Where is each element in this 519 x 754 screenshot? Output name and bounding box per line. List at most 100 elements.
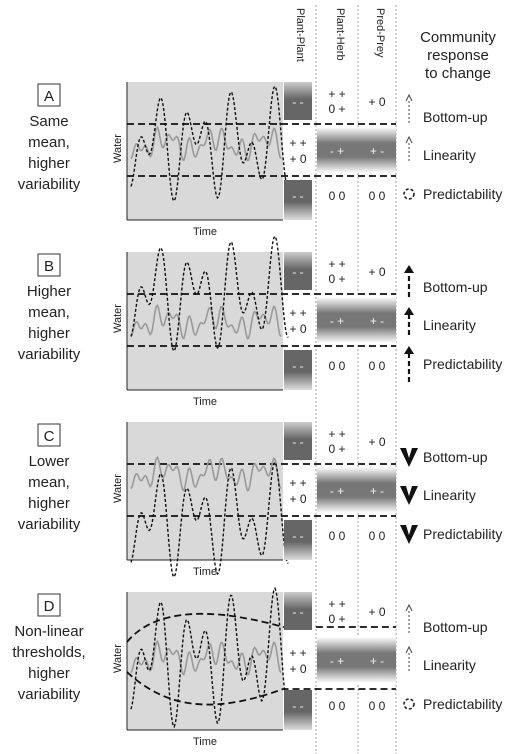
bold-arrow-down-icon: [400, 525, 418, 544]
panels: A Same mean, higher variability Water Time - - +…: [12, 82, 502, 748]
response-linearity: Linearity: [423, 657, 476, 673]
dashed-circle-icon: [403, 188, 415, 200]
panel-description-line: variability: [18, 516, 81, 533]
response-bottom-up: Bottom-up: [423, 109, 488, 125]
symbol-bot-pred-prey: 0 0: [369, 529, 386, 543]
symbol-mid-plant-herb: - +: [330, 654, 344, 668]
panel-description-line: thresholds,: [12, 644, 85, 661]
symbol-mid-plant-plant-2: + 0: [289, 322, 306, 336]
panel-description-line: mean,: [28, 474, 70, 491]
symbol-top-plant-herb-2: 0 +: [328, 612, 345, 626]
black-curve: [130, 84, 289, 203]
grey-curve: [130, 639, 282, 676]
panel-c: C Lower mean, higher variability Water Time - -…: [18, 422, 502, 579]
arrow-up-icon: [404, 307, 414, 335]
symbol-top-plant-herb-1: + +: [328, 427, 345, 441]
response-linearity: Linearity: [423, 487, 476, 503]
plot-area: [127, 422, 283, 560]
x-axis-label: Time: [193, 396, 217, 408]
arrow-up-icon: [405, 93, 413, 123]
plant-plant-bands: [284, 82, 312, 220]
symbol-bot-plant-herb: 0 0: [329, 359, 346, 373]
panel-letter-box: B: [37, 253, 61, 277]
symbol-mid-plant-plant-1: + +: [289, 136, 306, 150]
panel-letter-box: C: [37, 423, 61, 447]
water-curves: [130, 586, 289, 729]
panel-d: D Non-linear thresholds, higher variability W…: [12, 586, 502, 748]
threshold-lines: [126, 612, 396, 706]
arrow-up-icon: [405, 645, 413, 671]
panel-description-line: Non-linear: [14, 623, 83, 640]
response-predictability: Predictability: [423, 696, 502, 712]
symbol-mid-plant-herb: - +: [330, 484, 344, 498]
y-axis-label: Water: [112, 474, 124, 503]
symbol-bot-plant-herb: 0 0: [329, 529, 346, 543]
symbol-top-pred-prey: + 0: [368, 435, 385, 449]
symbol-mid-plant-plant-2: + 0: [289, 492, 306, 506]
middle-band: [317, 637, 396, 683]
panel-letter: D: [44, 598, 55, 615]
panel-description-line: mean,: [28, 134, 70, 151]
threshold-lines: [127, 463, 396, 517]
panel-letter: A: [44, 88, 54, 105]
water-curves: [130, 84, 289, 203]
middle-band: [317, 297, 396, 343]
symbol-mid-plant-plant-1: + +: [289, 306, 306, 320]
header-response-line-3: to change: [425, 65, 491, 82]
panel-description-line: variability: [18, 346, 81, 363]
panel-description-line: variability: [18, 686, 81, 703]
header-response-line-1: Community: [420, 29, 496, 46]
symbol-bot-pred-prey: 0 0: [369, 359, 386, 373]
symbol-bot-plant-plant: - -: [292, 699, 303, 713]
y-axis-label: Water: [112, 644, 124, 673]
grey-curve: [130, 125, 282, 162]
response-bottom-up: Bottom-up: [423, 449, 488, 465]
arrow-up-icon: [405, 603, 413, 633]
symbol-mid-plant-herb: - +: [330, 314, 344, 328]
response-linearity: Linearity: [423, 147, 476, 163]
panel-letter-box: D: [37, 593, 61, 617]
symbol-top-plant-herb-1: + +: [328, 257, 345, 271]
header-plant-plant: Plant-Plant: [294, 8, 306, 62]
water-curves: [130, 455, 289, 579]
community-responses: Bottom-up Linearity Predictability: [403, 603, 502, 712]
panel-description-line: Lower: [29, 453, 70, 470]
panel-description-line: variability: [18, 176, 81, 193]
response-linearity: Linearity: [423, 317, 476, 333]
symbol-mid-pred-prey: + -: [370, 144, 384, 158]
x-axis-label: Time: [193, 566, 217, 578]
plant-plant-bands: [284, 252, 312, 390]
symbol-bot-plant-plant: - -: [292, 529, 303, 543]
plant-plant-bands: [284, 592, 312, 730]
panel-description-line: mean,: [28, 304, 70, 321]
symbol-top-plant-plant: - -: [292, 265, 303, 279]
middle-band: [317, 127, 396, 173]
panel-description-line: Higher: [27, 283, 71, 300]
middle-band: [317, 467, 396, 513]
panel-letter-box: A: [37, 83, 61, 107]
community-responses: Bottom-up Linearity Predictability: [400, 448, 502, 544]
water-curves: [130, 234, 289, 353]
black-curve: [130, 460, 289, 579]
x-axis-label: Time: [193, 226, 217, 238]
symbol-mid-pred-prey: + -: [370, 484, 384, 498]
x-axis-label: Time: [193, 736, 217, 748]
symbol-top-plant-plant: - -: [292, 95, 303, 109]
threshold-lines: [127, 293, 396, 347]
symbol-top-plant-herb-2: 0 +: [328, 102, 345, 116]
symbol-top-plant-herb-1: + +: [328, 597, 345, 611]
symbol-bot-plant-herb: 0 0: [329, 699, 346, 713]
symbol-top-pred-prey: + 0: [368, 605, 385, 619]
panel-letter: B: [44, 258, 54, 275]
panel-description-line: higher: [28, 155, 70, 172]
grey-curve: [130, 455, 282, 492]
symbol-bot-plant-plant: - -: [292, 189, 303, 203]
panel-description-line: Same: [29, 113, 68, 130]
panel-letter: C: [44, 428, 55, 445]
response-predictability: Predictability: [423, 526, 502, 542]
panel-description-line: higher: [28, 325, 70, 342]
